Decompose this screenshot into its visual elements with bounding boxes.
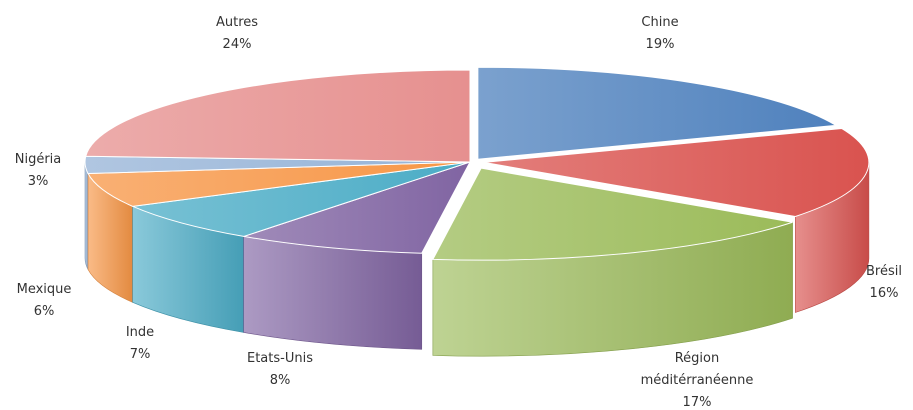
slice-label-bresil: Brésil 16% — [866, 264, 902, 301]
slice-label-mexique: Mexique 6% — [17, 282, 72, 319]
slice-label-etats-unis: Etats-Unis 8% — [247, 351, 313, 388]
slice-label-autres: Autres 24% — [216, 15, 258, 52]
slice-label-inde: Inde 7% — [126, 325, 154, 362]
slice-chine — [477, 66, 838, 160]
slice-label-nigeria: Nigéria 3% — [15, 152, 62, 189]
slice-inde — [130, 161, 471, 237]
slice-side-etats-unis — [243, 236, 423, 350]
pie-sides — [84, 161, 870, 357]
slice-side-nigeria — [84, 161, 89, 270]
slice-label-chine: Chine 19% — [641, 15, 678, 52]
slice-region-mediterraneenne — [432, 167, 793, 261]
slice-etats-unis — [243, 161, 472, 254]
slice-autres — [85, 69, 471, 163]
pie-labels: Chine 19% Brésil 16% Région méditérranéenne 17… — [15, 15, 902, 410]
slice-bresil — [483, 128, 870, 218]
pie-tops — [84, 66, 870, 261]
slice-label-region-mediterraneenne: Région méditérranéenne 17% — [641, 351, 754, 410]
slice-mexique — [87, 161, 471, 207]
